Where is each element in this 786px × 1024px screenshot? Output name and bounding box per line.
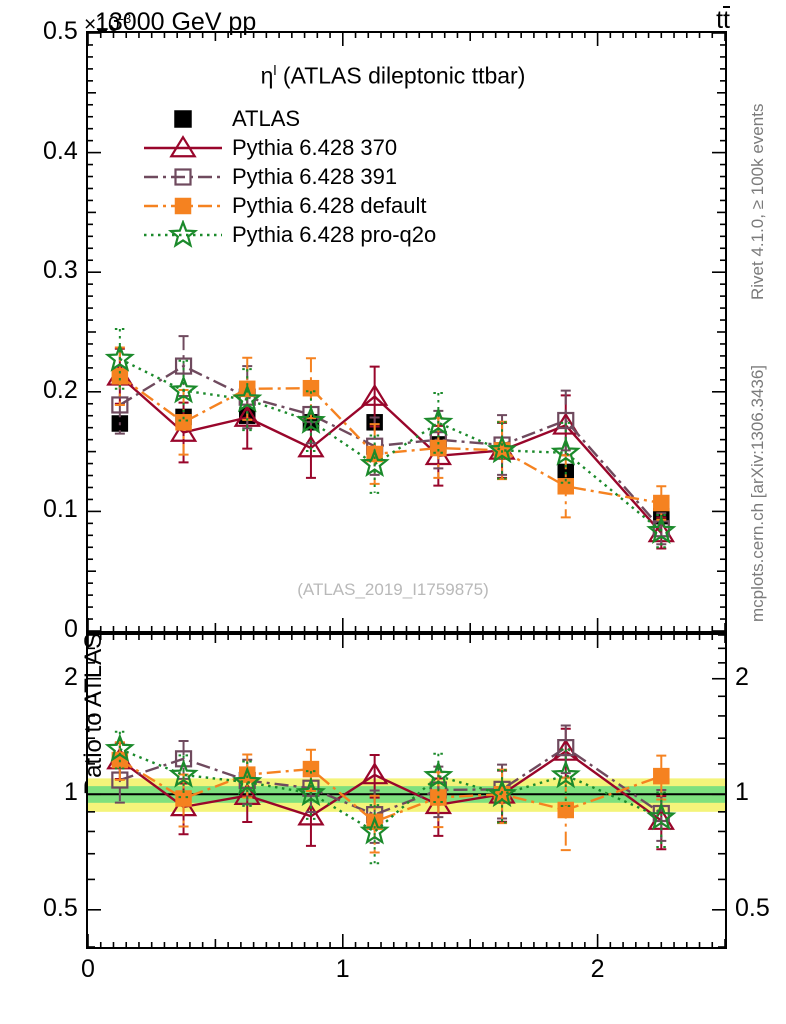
legend-symbol-3 bbox=[140, 191, 226, 220]
ratio-y-tick-label: 1 bbox=[64, 778, 78, 807]
legend-item-1[interactable]: Pythia 6.428 370 bbox=[140, 133, 436, 162]
ratio-y-tick-label-right: 2 bbox=[735, 662, 749, 691]
legend-symbol-1 bbox=[140, 133, 226, 162]
analysis-watermark: (ATLAS_2019_I1759875) bbox=[297, 580, 489, 599]
ratio-plot-frame bbox=[86, 633, 727, 949]
y-tick-label: 0.5 bbox=[43, 17, 78, 45]
legend-item-4[interactable]: Pythia 6.428 pro-q2o bbox=[140, 220, 436, 249]
y-tick-label: 0.3 bbox=[43, 256, 78, 285]
rivet-version-caption: Rivet 4.1.0, ≥ 100k events bbox=[748, 103, 767, 300]
antitop-overline: t bbox=[723, 6, 730, 34]
legend-label-2: Pythia 6.428 391 bbox=[232, 163, 398, 189]
legend: ATLAS Pythia 6.428 370 Pythia 6.428 391 Pyt… bbox=[140, 104, 436, 249]
legend-label-3: Pythia 6.428 default bbox=[232, 192, 427, 218]
y-axis-multiplier: ×10-3 bbox=[84, 11, 132, 36]
y-tick-label: 0.4 bbox=[43, 136, 78, 165]
legend-item-3[interactable]: Pythia 6.428 default bbox=[140, 191, 436, 220]
plot-title: ηl (ATLAS dileptonic ttbar) bbox=[260, 62, 526, 89]
main-plot-frame bbox=[86, 31, 727, 633]
ratio-y-tick-label-right: 0.5 bbox=[735, 893, 770, 922]
ratio-axis-label: Ratio to ATLAS bbox=[80, 632, 107, 796]
ratio-y-tick-label: 2 bbox=[64, 662, 78, 691]
y-tick-label: 0 bbox=[64, 615, 78, 643]
legend-label-0: ATLAS bbox=[232, 105, 301, 131]
legend-symbol-2 bbox=[140, 162, 226, 191]
legend-item-0[interactable]: ATLAS bbox=[140, 104, 436, 133]
legend-label-4: Pythia 6.428 pro-q2o bbox=[232, 221, 437, 247]
legend-label-1: Pythia 6.428 370 bbox=[232, 134, 398, 160]
y-tick-label: 0.1 bbox=[43, 495, 78, 524]
x-tick-label: 0 bbox=[81, 955, 95, 983]
ratio-y-tick-label: 0.5 bbox=[43, 893, 78, 922]
process-label: tt bbox=[716, 6, 730, 34]
x-tick-label: 1 bbox=[335, 955, 350, 983]
x-tick-label: 2 bbox=[590, 955, 605, 983]
y-tick-label: 0.2 bbox=[43, 375, 78, 404]
legend-item-2[interactable]: Pythia 6.428 391 bbox=[140, 162, 436, 191]
ratio-y-tick-label-right: 1 bbox=[735, 778, 749, 807]
legend-symbol-4 bbox=[140, 220, 226, 249]
legend-symbol-0 bbox=[140, 104, 226, 133]
